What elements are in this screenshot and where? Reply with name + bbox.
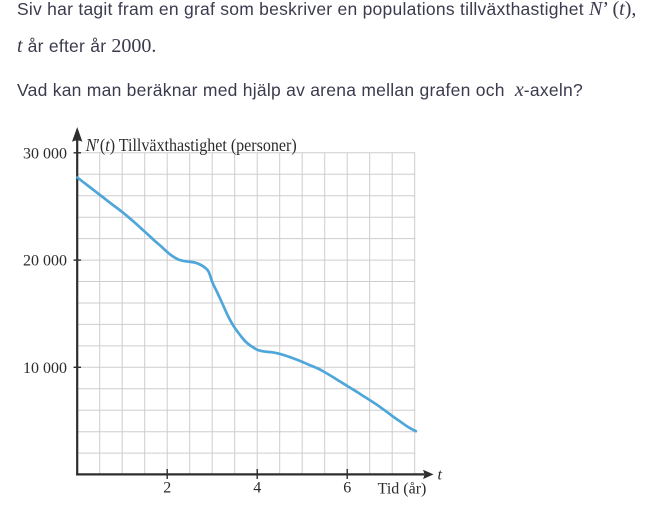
svg-text:30 000: 30 000 [23,145,67,162]
svg-text:6: 6 [343,480,351,497]
svg-text:t: t [438,467,443,484]
svg-text:10 000: 10 000 [23,360,67,377]
svg-text:N′(t) Tillväxthastighet (perso: N′(t) Tillväxthastighet (personer) [85,135,297,156]
svg-text:4: 4 [253,480,261,497]
svg-text:Tid (år): Tid (år) [378,481,427,498]
svg-text:2: 2 [163,480,171,497]
svg-text:20 000: 20 000 [23,253,67,270]
